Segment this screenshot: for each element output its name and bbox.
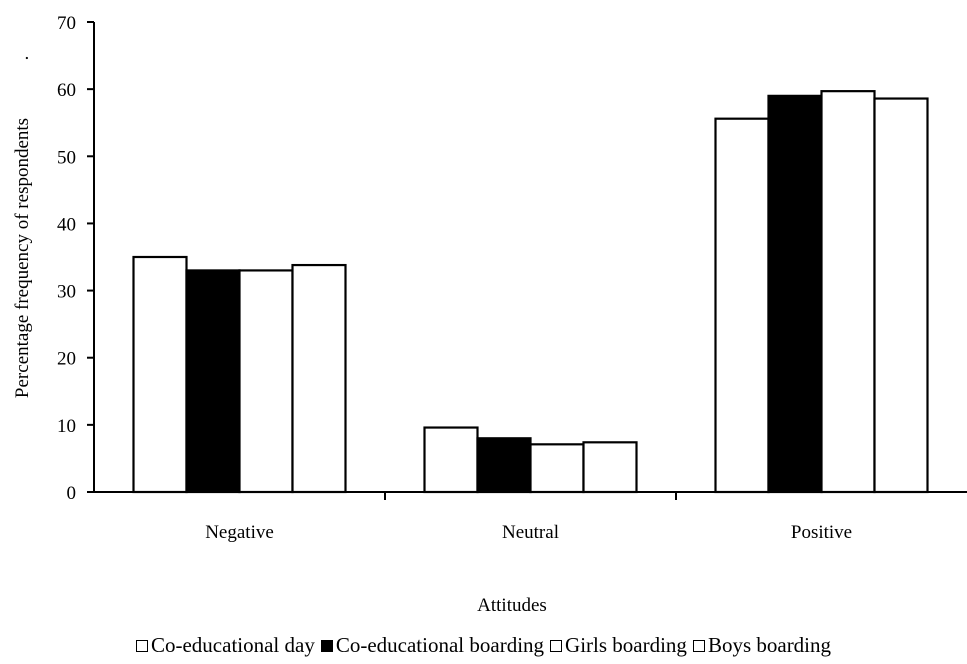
legend-label: Girls boarding bbox=[565, 633, 687, 657]
x-category-label: Negative bbox=[205, 522, 274, 543]
bar bbox=[132, 255, 188, 494]
y-axis-title: Percentage frequency of respondents bbox=[12, 118, 33, 398]
legend: Co-educational day Co-educational boardin… bbox=[0, 633, 967, 658]
y-tick-label: 20 bbox=[57, 349, 76, 370]
legend-item: Boys boarding bbox=[692, 633, 832, 658]
x-category-label: Neutral bbox=[502, 522, 559, 543]
y-tick-label: 70 bbox=[57, 13, 76, 34]
legend-item: Girls boarding bbox=[550, 633, 687, 658]
bar bbox=[476, 437, 532, 494]
legend-swatch bbox=[320, 640, 333, 652]
bar bbox=[582, 441, 638, 494]
y-axis-title-suffix: . bbox=[12, 56, 33, 61]
bar bbox=[291, 263, 347, 494]
bar bbox=[423, 426, 479, 494]
legend-item: Co-educational boarding bbox=[320, 633, 545, 658]
bar bbox=[185, 269, 241, 494]
bar bbox=[714, 117, 770, 494]
legend-swatch bbox=[692, 640, 705, 652]
legend-label: Co-educational boarding bbox=[335, 633, 545, 657]
x-axis-title: Attitudes bbox=[477, 595, 547, 616]
y-tick-label: 30 bbox=[57, 282, 76, 303]
y-axis: 0 10 20 30 40 50 60 70 bbox=[57, 13, 95, 504]
y-tick-label: 10 bbox=[57, 416, 76, 437]
legend-swatch bbox=[550, 640, 563, 652]
legend-item: Co-educational day bbox=[135, 633, 315, 658]
x-axis: Negative Neutral Positive bbox=[94, 491, 967, 543]
y-tick-label: 60 bbox=[57, 80, 76, 101]
y-tick-label: 40 bbox=[57, 214, 76, 235]
legend-label: Co-educational day bbox=[150, 633, 315, 657]
bar bbox=[767, 94, 823, 494]
bar bbox=[529, 443, 585, 494]
legend-swatch bbox=[135, 640, 148, 652]
y-tick-label: 0 bbox=[67, 483, 77, 504]
bars bbox=[132, 90, 929, 494]
bar bbox=[238, 269, 294, 494]
bar bbox=[820, 90, 876, 494]
x-category-label: Positive bbox=[791, 522, 852, 543]
bar bbox=[873, 97, 929, 494]
legend-label: Boys boarding bbox=[707, 633, 832, 657]
y-tick-label: 50 bbox=[57, 147, 76, 168]
